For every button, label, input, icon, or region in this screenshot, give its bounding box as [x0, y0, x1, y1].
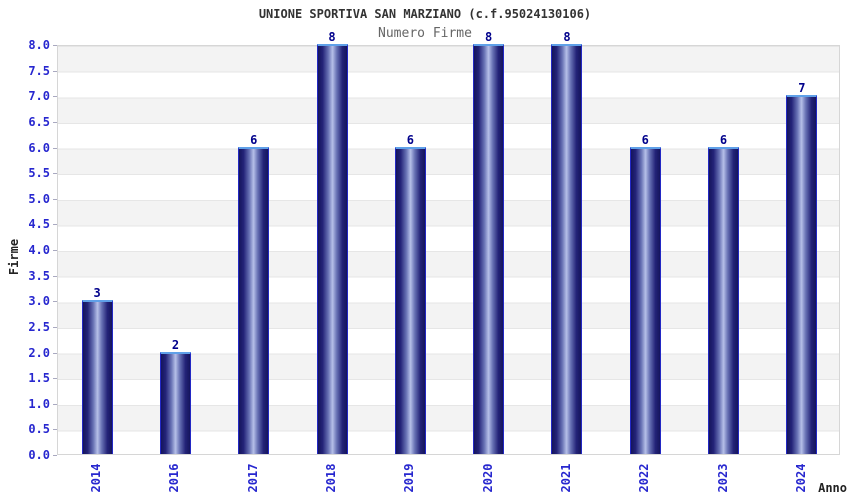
y-tick-label: 5.5	[28, 166, 50, 181]
y-tick-label: 3.5	[28, 268, 50, 283]
bar-2020[interactable]: 8	[473, 30, 505, 454]
y-tick-mark	[53, 403, 57, 405]
y-tick-label: 8.0	[28, 38, 50, 52]
y-tick-mark	[53, 45, 57, 46]
bar-value-label: 6	[719, 132, 728, 147]
x-tick-label-2022: 2022	[637, 463, 652, 493]
y-tick-label: 7.5	[28, 63, 50, 78]
bar-2014[interactable]: 3	[81, 286, 113, 454]
y-tick-label: 2.0	[28, 345, 50, 360]
bar-2018[interactable]: 8	[316, 30, 348, 454]
y-tick-label: 3.0	[28, 294, 50, 309]
bar-value-label: 3	[93, 286, 101, 301]
x-axis-title: Anno	[818, 481, 847, 495]
y-tick-mark	[53, 250, 57, 251]
y-tick-label: 4.0	[28, 243, 50, 257]
y-tick-mark	[53, 275, 57, 277]
x-tick-label-2016: 2016	[167, 463, 182, 493]
bar-2016[interactable]: 2	[159, 338, 191, 454]
y-tick-label: 1.0	[28, 396, 50, 411]
bar-2022[interactable]: 6	[629, 133, 661, 454]
y-tick-label: 5.0	[28, 191, 50, 206]
y-tick-label: 0.5	[28, 422, 50, 437]
y-tick-mark	[53, 70, 57, 72]
chart-subtitle: Numero Firme	[378, 26, 472, 41]
x-tick-label-2017: 2017	[245, 463, 260, 493]
y-tick-mark	[53, 96, 57, 98]
x-tick-label-2018: 2018	[324, 463, 339, 493]
bar-value-label: 2	[171, 337, 180, 352]
y-tick-label: 2.5	[28, 319, 50, 334]
x-tick-label-2020: 2020	[480, 463, 495, 493]
chart-title: UNIONE SPORTIVA SAN MARZIANO (c.f.950241…	[258, 7, 592, 21]
x-tick-label-2021: 2021	[558, 463, 573, 493]
y-tick-mark	[53, 455, 57, 456]
bar-2023[interactable]: 6	[708, 133, 740, 454]
bar-value-label: 8	[563, 30, 571, 44]
y-tick-mark	[53, 121, 57, 123]
x-tick-label-2023: 2023	[715, 463, 730, 493]
y-tick-mark	[53, 326, 57, 328]
x-tick-label-2019: 2019	[402, 463, 417, 493]
bar-2021[interactable]: 8	[551, 30, 583, 454]
bar-value-label: 8	[485, 30, 493, 44]
y-tick-mark	[53, 224, 57, 226]
y-tick-mark	[53, 301, 57, 303]
bar-value-label: 6	[250, 132, 258, 147]
y-tick-label: 7.0	[28, 89, 50, 104]
bar-value-label: 7	[798, 81, 806, 96]
bar-value-label: 6	[641, 132, 649, 147]
y-tick-mark	[53, 352, 57, 354]
y-tick-mark	[53, 198, 57, 200]
y-tick-mark	[53, 378, 57, 380]
bar-2019[interactable]: 6	[394, 133, 426, 454]
y-tick-label: 0.0	[28, 448, 50, 462]
y-tick-label: 6.0	[28, 140, 50, 155]
bar-value-label: 8	[328, 30, 336, 44]
y-tick-label: 4.5	[28, 217, 50, 232]
bar-2017[interactable]: 6	[238, 133, 270, 454]
bar-2024[interactable]: 7	[786, 81, 818, 454]
x-tick-label-2024: 2024	[793, 463, 808, 493]
y-tick-label: 6.5	[28, 114, 50, 129]
x-tick-label-2014: 2014	[89, 463, 104, 493]
bar-value-label: 6	[406, 132, 414, 147]
plot-area: 3 2 6 8 6 8 8 6 6 7	[57, 30, 840, 455]
y-tick-mark	[53, 429, 57, 431]
y-tick-mark	[53, 173, 57, 175]
y-tick-label: 1.5	[28, 371, 50, 386]
y-tick-mark	[53, 147, 57, 149]
